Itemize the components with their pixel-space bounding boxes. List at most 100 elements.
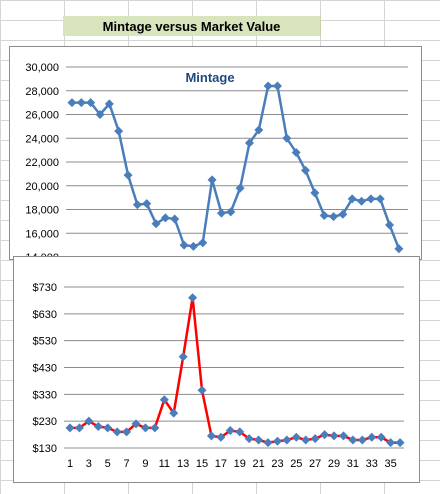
data-point-marker	[198, 238, 208, 248]
data-point-marker	[348, 435, 358, 445]
data-point-marker	[244, 434, 254, 444]
x-tick-label: 7	[124, 458, 130, 470]
data-point-marker	[394, 244, 404, 254]
data-point-marker	[235, 427, 245, 437]
data-point-marker	[131, 419, 141, 429]
data-point-marker	[206, 431, 216, 441]
data-point-marker	[142, 199, 152, 209]
data-point-marker	[114, 126, 124, 136]
data-point-marker	[272, 436, 282, 446]
data-point-marker	[188, 241, 198, 251]
data-point-marker	[216, 432, 226, 442]
x-tick-label: 35	[384, 458, 396, 470]
data-point-marker	[357, 435, 367, 445]
data-point-marker	[254, 435, 264, 445]
x-tick-label: 1	[67, 458, 73, 470]
series-line	[72, 84, 401, 250]
data-point-marker	[282, 435, 292, 445]
data-point-marker	[207, 175, 217, 185]
data-point-marker	[386, 438, 396, 448]
data-point-marker	[310, 434, 320, 444]
data-point-marker	[244, 138, 254, 148]
x-tick-label: 17	[215, 458, 227, 470]
x-tick-label: 19	[234, 458, 246, 470]
data-point-marker	[357, 196, 367, 206]
data-point-marker	[169, 408, 179, 418]
data-point-marker	[65, 423, 75, 433]
data-point-marker	[188, 293, 198, 303]
x-tick-label: 3	[86, 458, 92, 470]
data-point-marker	[197, 385, 207, 395]
data-point-marker	[301, 165, 310, 175]
data-point-marker	[319, 210, 329, 220]
y-tick-label: 16,000	[25, 228, 59, 240]
data-point-marker	[347, 194, 357, 204]
x-tick-label: 9	[142, 458, 148, 470]
data-point-marker	[291, 148, 301, 157]
data-point-marker	[216, 208, 226, 218]
data-point-marker	[178, 352, 188, 362]
data-point-marker	[67, 98, 77, 108]
data-point-marker	[263, 438, 273, 448]
data-point-marker	[235, 183, 245, 193]
y-tick-label: $130	[33, 443, 57, 455]
data-point-marker	[86, 98, 96, 108]
data-point-marker	[310, 188, 320, 198]
data-point-marker	[375, 194, 385, 204]
y-tick-label: $530	[33, 336, 57, 348]
data-point-marker	[291, 432, 301, 442]
y-tick-label: $330	[33, 389, 57, 401]
y-tick-label: 28,000	[25, 86, 59, 98]
x-tick-label: 13	[177, 458, 189, 470]
data-point-marker	[103, 423, 113, 433]
x-tick-label: 11	[159, 458, 170, 470]
data-point-marker	[179, 240, 189, 250]
data-point-marker	[151, 219, 161, 229]
market-value-chart[interactable]: $730 $630 $530 $430 $330 $230 $130 1 3 5 7 9 11 13 15 1…	[13, 256, 420, 483]
x-tick-label: 33	[366, 458, 378, 470]
data-point-marker	[301, 435, 311, 445]
y-tick-label: 20,000	[25, 181, 59, 193]
data-point-marker	[84, 416, 94, 426]
data-point-marker	[338, 209, 348, 219]
y-tick-label: $630	[33, 309, 57, 321]
mintage-chart-svg: 30,000 28,000 26,000 24,000 22,000 20,000 18,0…	[25, 62, 408, 264]
data-point-marker	[150, 423, 160, 433]
data-point-marker	[122, 427, 132, 437]
y-tick-label: $430	[33, 363, 57, 375]
data-point-marker	[395, 438, 405, 448]
data-point-marker	[112, 427, 122, 437]
data-point-marker	[272, 81, 282, 91]
data-point-marker	[366, 194, 376, 204]
y-tick-label: 24,000	[25, 133, 59, 145]
data-point-marker	[160, 213, 170, 223]
data-point-marker	[140, 423, 150, 433]
y-tick-label: $730	[33, 282, 57, 294]
data-point-marker	[329, 431, 339, 441]
y-tick-label: $230	[33, 416, 57, 428]
data-point-marker	[376, 432, 386, 442]
y-tick-label: 30,000	[25, 62, 59, 74]
data-point-marker	[159, 395, 169, 405]
y-tick-label: 22,000	[25, 157, 59, 169]
data-point-marker	[225, 426, 235, 436]
data-point-marker	[123, 170, 133, 180]
data-point-marker	[329, 212, 339, 222]
x-tick-label: 5	[105, 458, 111, 470]
data-point-marker	[226, 207, 236, 217]
x-tick-label: 25	[290, 458, 302, 470]
data-point-marker	[170, 214, 180, 224]
x-tick-label: 31	[347, 458, 359, 470]
x-tick-label: 23	[271, 458, 283, 470]
data-point-marker	[320, 430, 330, 440]
data-point-marker	[76, 98, 86, 108]
data-point-marker	[95, 110, 105, 119]
chart-title: Mintage	[185, 70, 234, 85]
data-point-marker	[263, 81, 273, 91]
x-tick-label: 21	[252, 458, 264, 470]
y-tick-label: 18,000	[25, 205, 59, 217]
y-tick-label: 26,000	[25, 110, 59, 122]
mintage-chart[interactable]: 30,000 28,000 26,000 24,000 22,000 20,000 18,0…	[9, 46, 422, 264]
x-tick-label: 27	[309, 458, 321, 470]
